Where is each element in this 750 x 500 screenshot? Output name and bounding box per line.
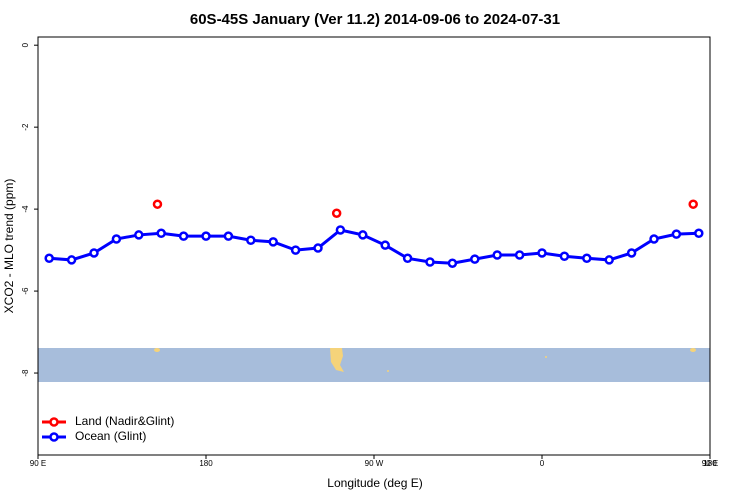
legend-label: Ocean (Glint) <box>75 429 146 443</box>
point <box>402 253 413 264</box>
x-tick-label: 90 W <box>365 459 384 468</box>
plot-frame <box>37 36 711 456</box>
legend-label: Land (Nadir&Glint) <box>75 414 174 428</box>
y-axis-label: XCO2 - MLO trend (ppm) <box>2 179 16 314</box>
legend-marker <box>49 432 59 442</box>
point <box>604 255 614 265</box>
chart-title: 60S-45S January (Ver 11.2) 2014-09-06 to… <box>190 11 560 28</box>
legend-marker <box>49 417 59 427</box>
point <box>331 208 342 218</box>
x-tick-label: 90 E <box>702 459 718 468</box>
point <box>671 229 682 239</box>
point <box>134 230 144 240</box>
point <box>44 253 54 264</box>
point <box>268 237 278 247</box>
point <box>89 248 99 258</box>
x-tick-label: 180 <box>199 459 213 468</box>
point <box>694 228 704 239</box>
point <box>246 235 256 246</box>
point <box>223 231 234 241</box>
point <box>290 245 301 255</box>
y-tick-label: 0 <box>21 42 30 47</box>
point <box>492 250 502 260</box>
series-line <box>49 228 699 265</box>
y-tick-label: -4 <box>21 205 30 213</box>
point <box>537 248 547 258</box>
point <box>111 234 122 244</box>
point <box>201 231 211 241</box>
point <box>380 240 390 250</box>
y-tick-label: -8 <box>21 369 30 377</box>
point <box>626 248 637 258</box>
point <box>156 228 166 239</box>
point <box>358 230 368 240</box>
y-tick-label: -2 <box>21 123 30 131</box>
point <box>335 225 346 235</box>
point <box>447 258 458 268</box>
point <box>582 253 592 264</box>
point <box>425 257 435 267</box>
x-tick-label: 90 E <box>30 459 46 468</box>
x-tick-label: 180 <box>703 459 717 468</box>
point <box>688 199 698 209</box>
point <box>559 251 570 261</box>
x-tick-label: 0 <box>540 459 545 468</box>
point <box>313 243 323 253</box>
point <box>152 199 163 209</box>
point <box>66 255 77 265</box>
point <box>178 231 189 241</box>
y-tick-label: -6 <box>21 287 30 295</box>
map-strip <box>38 348 710 382</box>
x-axis-label: Longitude (deg E) <box>327 476 422 490</box>
point <box>649 234 659 244</box>
point <box>470 254 480 264</box>
point <box>514 250 525 260</box>
